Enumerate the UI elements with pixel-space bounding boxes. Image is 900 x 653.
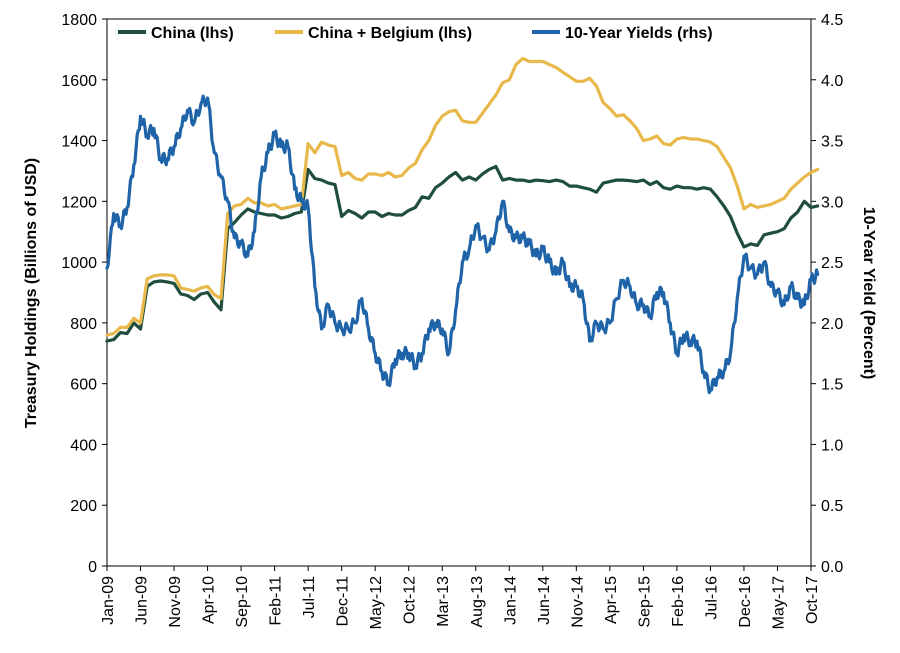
x-tick-label: Jan-14	[502, 576, 519, 625]
right-tick-label: 1.5	[821, 377, 843, 394]
x-tick-label: Dec-16	[737, 576, 754, 628]
right-tick-label: 4.5	[821, 12, 843, 29]
x-tick-label: Sep-15	[636, 576, 653, 628]
x-tick-label: Jun-14	[536, 576, 553, 625]
right-tick-label: 2.5	[821, 255, 843, 272]
left-tick-label: 1000	[61, 255, 97, 272]
x-tick-label: Sep-10	[234, 576, 251, 628]
right-tick-label: 0.0	[821, 559, 843, 576]
left-tick-label: 200	[70, 498, 97, 515]
right-tick-label: 3.0	[821, 194, 843, 211]
x-tick-label: Oct-12	[402, 576, 419, 624]
right-axis-ticks: 0.0 0.5 1.0 1.5 2.0 2.5 3.0 3.5 4.0 4.5	[811, 12, 843, 576]
x-tick-label: Oct-17	[804, 576, 821, 624]
x-tick-label: May-12	[368, 576, 385, 629]
x-tick-label: Jun-09	[134, 576, 151, 625]
left-axis-title: Treasury Holdings (Billions of USD)	[23, 158, 40, 428]
plot-area	[106, 18, 812, 567]
left-tick-label: 400	[70, 437, 97, 454]
x-tick-label: Nov-09	[167, 576, 184, 628]
x-tick-label: May-17	[770, 576, 787, 629]
x-tick-label: Jan-09	[100, 576, 117, 625]
x-axis-ticks: Jan-09 Jun-09 Nov-09 Apr-10 Sep-10 Feb-11 Jul-…	[100, 566, 821, 629]
x-tick-label: Apr-15	[603, 576, 620, 624]
x-tick-label: Aug-13	[469, 576, 486, 628]
legend: China (lhs) China + Belgium (lhs) 10-Year …	[118, 25, 713, 42]
right-tick-label: 0.5	[821, 498, 843, 515]
legend-label-1: China + Belgium (lhs)	[308, 25, 472, 42]
right-tick-label: 2.0	[821, 316, 843, 333]
legend-label-2: 10-Year Yields (rhs)	[565, 25, 713, 42]
left-tick-label: 600	[70, 377, 97, 394]
series-line-2	[105, 94, 820, 395]
x-tick-label: Nov-14	[569, 576, 586, 628]
left-tick-label: 1600	[61, 73, 97, 90]
right-tick-label: 1.0	[821, 437, 843, 454]
plot-border	[106, 18, 812, 567]
left-tick-label: 1800	[61, 12, 97, 29]
right-axis-title: 10-Year Yield (Percent)	[860, 207, 877, 380]
left-tick-label: 800	[70, 316, 97, 333]
x-tick-label: Feb-11	[268, 576, 285, 626]
legend-label-0: China (lhs)	[151, 25, 234, 42]
x-tick-label: Jul-16	[703, 576, 720, 620]
series-line-1	[105, 56, 820, 337]
series-line-0	[105, 164, 820, 343]
series-lines	[105, 56, 820, 395]
left-tick-label: 1200	[61, 194, 97, 211]
right-tick-label: 4.0	[821, 73, 843, 90]
right-tick-label: 3.5	[821, 134, 843, 151]
x-tick-label: Feb-16	[670, 576, 687, 627]
x-tick-label: Jul-11	[301, 576, 318, 618]
x-tick-label: Mar-13	[435, 576, 452, 627]
x-tick-label: Dec-11	[335, 576, 352, 626]
left-axis-ticks: 0 200 400 600 800 1000 1200 1400 1600 1800	[61, 12, 107, 576]
left-tick-label: 0	[88, 559, 97, 576]
x-tick-label: Apr-10	[201, 576, 218, 624]
left-tick-label: 1400	[61, 134, 97, 151]
